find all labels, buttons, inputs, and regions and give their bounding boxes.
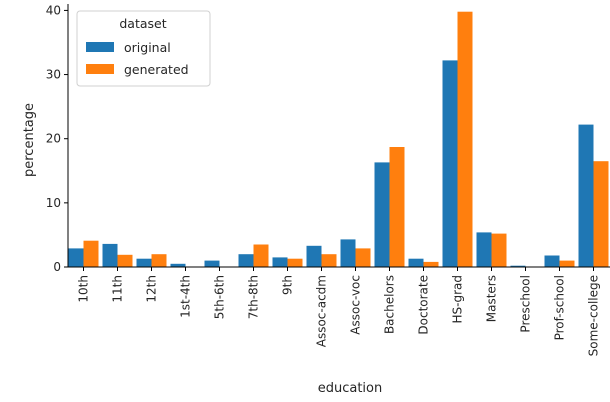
bar-original-Preschool <box>510 265 526 267</box>
x-tick-label: 1st-4th <box>179 275 193 318</box>
x-tick-label: 7th-8th <box>247 275 261 319</box>
bar-generated-12th <box>151 254 167 267</box>
x-tick-label: 9th <box>281 275 295 295</box>
x-tick-label: Bachelors <box>383 275 397 334</box>
y-tick-label: 10 <box>46 196 61 210</box>
bar-generated-Bachelors <box>389 147 405 267</box>
y-tick-label: 40 <box>46 3 61 17</box>
bar-original-Bachelors <box>374 162 390 267</box>
y-tick-label: 20 <box>46 132 61 146</box>
bar-original-11th <box>102 243 118 267</box>
bar-original-1st-4th <box>170 263 186 267</box>
x-tick-label: 10th <box>77 275 91 303</box>
x-tick-label: Assoc-voc <box>349 275 363 335</box>
bar-generated-Assoc-acdm <box>321 254 337 267</box>
x-tick-label: Prof-school <box>553 275 567 340</box>
bar-generated-11th <box>117 254 133 267</box>
bar-generated-7th-8th <box>253 244 269 267</box>
bar-generated-9th <box>287 258 303 267</box>
x-tick-label: Preschool <box>519 275 533 333</box>
bar-original-12th <box>136 258 152 267</box>
y-tick-label: 0 <box>53 260 61 274</box>
x-tick-label: Assoc-acdm <box>315 275 329 347</box>
legend-label-generated: generated <box>124 62 189 77</box>
bar-original-Doctorate <box>408 258 424 267</box>
bar-original-7th-8th <box>238 254 254 267</box>
x-tick-label: Doctorate <box>417 275 431 335</box>
x-tick-label: Some-college <box>587 275 601 356</box>
bar-original-Prof-school <box>544 255 560 267</box>
bar-generated-Some-college <box>593 161 609 267</box>
y-axis-label: percentage <box>22 103 37 177</box>
bar-original-9th <box>272 257 288 267</box>
bar-original-Masters <box>476 232 492 267</box>
bar-generated-Assoc-voc <box>355 248 371 267</box>
bar-original-Some-college <box>578 124 594 267</box>
x-axis: 10th 11th 12th 1st-4th 5th-6th 7th-8th 9th Asso… <box>68 266 610 356</box>
bar-original-Assoc-acdm <box>306 245 322 267</box>
x-tick-label: Masters <box>485 275 499 322</box>
x-tick-label: 5th-6th <box>213 275 227 319</box>
bar-generated-10th <box>83 240 99 267</box>
legend-label-original: original <box>124 40 171 55</box>
legend-title: dataset <box>119 16 166 31</box>
y-tick-label: 30 <box>46 68 61 82</box>
bar-original-Assoc-voc <box>340 239 356 267</box>
legend: dataset original generated <box>76 10 211 87</box>
bar-original-HS-grad <box>442 60 458 268</box>
bars-layer <box>68 11 609 268</box>
bar-original-5th-6th <box>204 260 220 267</box>
bar-generated-Doctorate <box>423 261 439 267</box>
y-axis: 0 10 20 30 40 <box>46 3 69 274</box>
bar-generated-Masters <box>491 233 507 267</box>
x-tick-label: 12th <box>145 275 159 303</box>
x-tick-label: HS-grad <box>451 275 465 324</box>
legend-swatch-original <box>86 42 114 52</box>
bar-generated-Prof-school <box>559 260 575 267</box>
x-axis-label: education <box>318 381 383 396</box>
x-tick-label: 11th <box>111 275 125 303</box>
bar-original-10th <box>68 248 84 267</box>
legend-swatch-generated <box>86 64 114 74</box>
bar-generated-HS-grad <box>457 11 473 268</box>
